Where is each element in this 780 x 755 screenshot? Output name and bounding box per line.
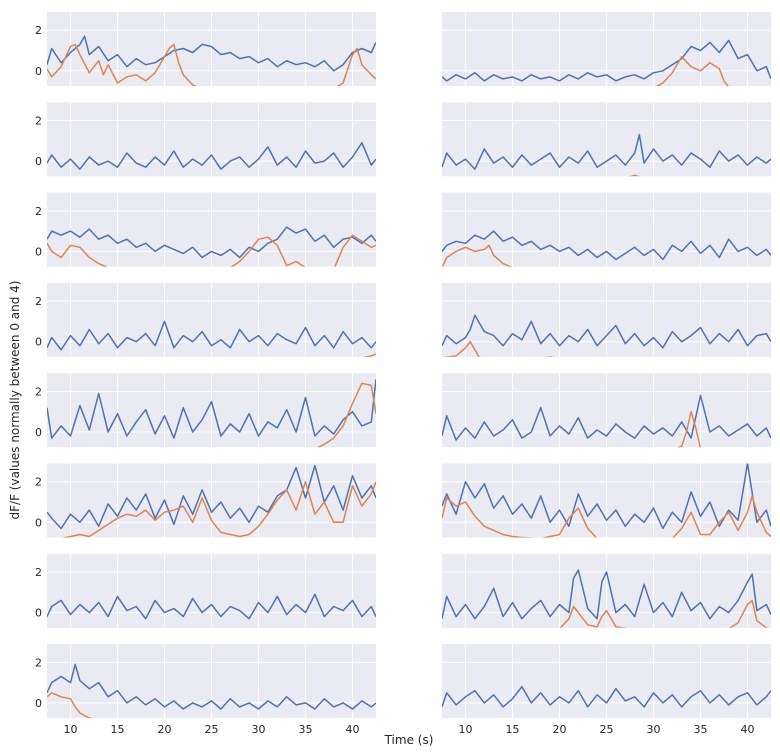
blue-series-line — [47, 379, 376, 439]
x-tick-label: 35 — [299, 723, 313, 736]
blue-series-line — [442, 463, 771, 530]
panel-r7-c1: 10 15 20 25 30 35 40 — [442, 644, 771, 736]
orange-series-line — [442, 720, 771, 721]
y-tick-label: 2 — [35, 295, 42, 308]
panel-r5-c0: 02 — [35, 463, 376, 538]
orange-series-line — [47, 692, 93, 719]
orange-series-line — [47, 234, 376, 267]
blue-series-line — [442, 569, 771, 620]
blue-series-line — [442, 685, 771, 708]
blue-series-line — [47, 593, 376, 620]
orange-series-line — [677, 410, 702, 448]
x-axis-label: Time (s) — [384, 733, 434, 747]
y-tick-label: 0 — [35, 697, 42, 710]
y-tick-label: 0 — [35, 607, 42, 620]
panel-r6-c0: 02 — [35, 553, 376, 630]
x-tick-label: 25 — [205, 723, 219, 736]
y-tick-label: 0 — [35, 426, 42, 439]
panel-r2-c1 — [442, 192, 771, 267]
orange-series-line — [47, 629, 376, 630]
blue-series-line — [442, 314, 771, 349]
y-tick-label: 0 — [35, 516, 42, 529]
panel-r0-c0: 02 — [35, 12, 376, 86]
panel-r0-c1 — [442, 12, 771, 86]
panel-r3-c0: 02 — [35, 282, 376, 357]
orange-series-line — [655, 55, 729, 86]
orange-series-line — [442, 495, 771, 538]
y-tick-label: 2 — [35, 115, 42, 128]
y-axis-label: dF/F (values normally between 0 and 4) — [8, 281, 22, 520]
y-tick-label: 0 — [35, 245, 42, 258]
orange-series-line — [559, 599, 769, 628]
orange-series-line — [62, 480, 376, 538]
x-tick-label: 40 — [346, 723, 360, 736]
panel-r7-c0: 0 2 10 15 20 25 30 35 40 — [35, 644, 376, 736]
y-tick-label: 0 — [35, 65, 42, 78]
y-tick-label: 2 — [35, 24, 42, 37]
blue-series-line — [442, 230, 771, 261]
orange-series-line — [47, 43, 376, 86]
panel-r1-c0: 02 — [35, 102, 376, 177]
x-tick-label: 30 — [252, 723, 266, 736]
blue-series-line — [442, 39, 771, 82]
blue-series-line — [47, 320, 376, 351]
x-tick-label: 20 — [553, 723, 567, 736]
x-tick-label: 35 — [694, 723, 708, 736]
x-tick-label: 30 — [647, 723, 661, 736]
x-tick-label: 15 — [111, 723, 125, 736]
y-tick-label: 0 — [35, 336, 42, 349]
x-tick-label: 10 — [459, 723, 473, 736]
y-tick-label: 0 — [35, 155, 42, 168]
x-tick-label: 20 — [158, 723, 172, 736]
blue-series-line — [442, 133, 771, 170]
y-tick-label: 2 — [35, 205, 42, 218]
y-tick-label: 2 — [35, 566, 42, 579]
blue-series-line — [47, 35, 376, 72]
panel-r3-c1 — [442, 282, 771, 357]
y-tick-label: 2 — [35, 385, 42, 398]
orange-series-line — [317, 382, 376, 448]
x-tick-label: 15 — [506, 723, 520, 736]
blue-series-line — [47, 663, 376, 710]
blue-series-line — [47, 142, 376, 170]
panel-r6-c1 — [442, 553, 771, 628]
panel-r4-c1 — [442, 373, 771, 448]
x-tick-label: 10 — [64, 723, 78, 736]
blue-series-line — [442, 394, 771, 441]
orange-series-line — [442, 244, 513, 267]
x-tick-label: 25 — [600, 723, 614, 736]
y-tick-label: 2 — [35, 656, 42, 669]
x-tick-label: 40 — [741, 723, 755, 736]
panel-r4-c0: 02 — [35, 373, 376, 448]
y-tick-label: 2 — [35, 476, 42, 489]
panel-r1-c1 — [442, 102, 771, 177]
panel-r2-c0: 02 — [35, 192, 376, 267]
panel-r5-c1 — [442, 463, 771, 538]
orange-series-line — [443, 340, 554, 357]
blue-series-line — [47, 226, 376, 259]
